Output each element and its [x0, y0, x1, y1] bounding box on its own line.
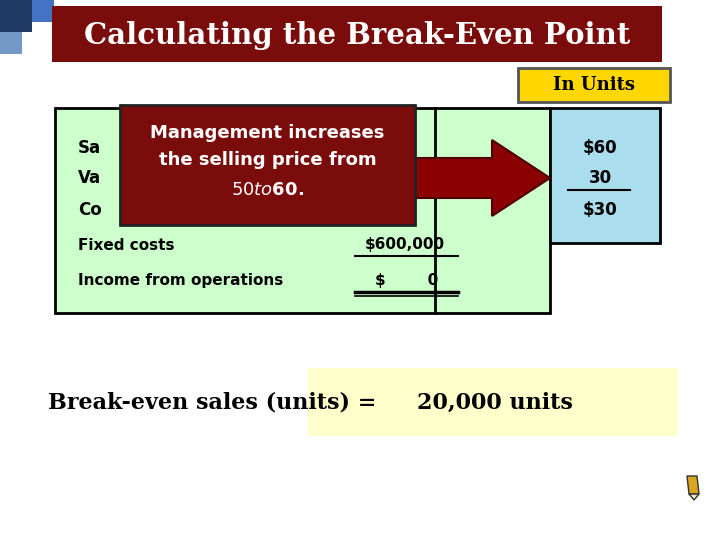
Text: $        0: $ 0: [375, 273, 438, 287]
Bar: [32, 0, 54, 22]
Text: Break-even sales (units) =: Break-even sales (units) =: [48, 392, 384, 414]
Text: 30: 30: [588, 169, 611, 187]
Text: $600,000: $600,000: [365, 238, 445, 253]
Polygon shape: [687, 476, 699, 494]
Text: Sa: Sa: [78, 139, 101, 157]
Text: 20,000 units: 20,000 units: [417, 392, 573, 414]
Text: ?: ?: [400, 201, 410, 219]
Polygon shape: [689, 494, 699, 500]
Text: $50 to $60.: $50 to $60.: [231, 181, 304, 199]
Bar: [550, 108, 660, 243]
Polygon shape: [385, 140, 550, 216]
Bar: [55, 108, 550, 313]
Text: Co: Co: [78, 201, 102, 219]
Text: Fixed costs: Fixed costs: [78, 238, 174, 253]
Text: In Units: In Units: [553, 76, 635, 94]
Bar: [308, 368, 678, 436]
Bar: [518, 68, 670, 102]
Text: the selling price from: the selling price from: [158, 151, 377, 169]
Text: Va: Va: [78, 169, 101, 187]
Bar: [120, 105, 415, 225]
Text: $30: $30: [582, 201, 617, 219]
Text: $60: $60: [582, 139, 617, 157]
Text: Management increases: Management increases: [150, 124, 384, 142]
Bar: [0, 0, 32, 32]
Bar: [52, 6, 662, 62]
Text: Calculating the Break-Even Point: Calculating the Break-Even Point: [84, 22, 630, 51]
Bar: [0, 32, 22, 54]
Text: Income from operations: Income from operations: [78, 273, 283, 287]
